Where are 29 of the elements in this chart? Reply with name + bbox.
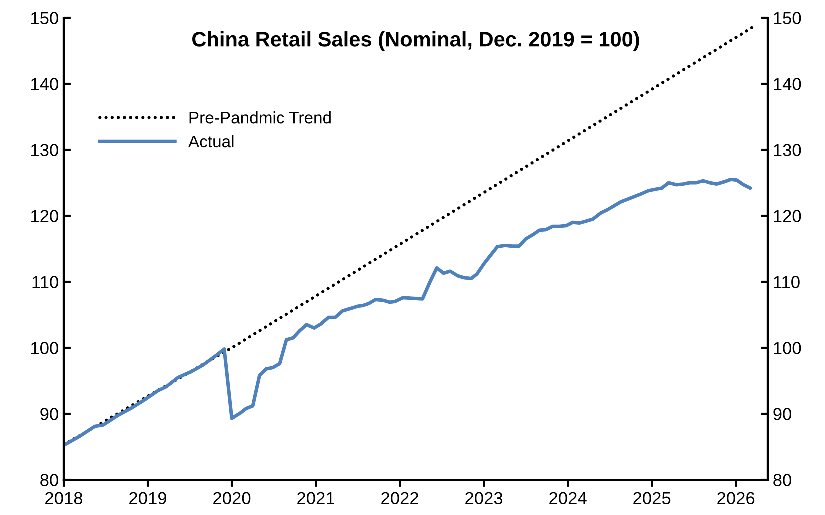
- y-tick-label: 110: [32, 276, 58, 288]
- y-tick-label: 90: [40, 408, 58, 420]
- y2-tick-label: 150: [774, 12, 802, 24]
- x-tick-label: 2026: [718, 492, 755, 505]
- y-tick-label: 130: [32, 144, 58, 156]
- line-series: [64, 178, 752, 447]
- legend-label: Pre-Pandmic Trend: [190, 112, 331, 124]
- x-tick-label: 2020: [214, 492, 251, 505]
- y2-tick-label: 80: [774, 474, 792, 486]
- x-tick-label: 2023: [466, 492, 503, 505]
- y2-tick-label: 140: [774, 78, 802, 90]
- y2-tick-label: 110: [774, 276, 800, 288]
- text: China Retail Sales (Nominal, Dec. 2019 = 100): [192, 32, 640, 51]
- y-tick-label: 80: [40, 474, 58, 486]
- y-tick-label: 120: [32, 210, 58, 222]
- y2-tick-label: 100: [774, 342, 802, 354]
- x-tick-label: 2019: [130, 492, 166, 505]
- y-tick-label: 100: [32, 342, 58, 354]
- x-tick-label: 2021: [298, 492, 334, 505]
- x-tick-label: 2022: [382, 492, 418, 505]
- x-tick-label: 2018: [46, 492, 83, 505]
- y2-tick-label: 120: [774, 210, 802, 222]
- legend-label: Actual: [188, 135, 234, 148]
- x-tick-label: 2025: [634, 492, 671, 505]
- y-tick-label: 150: [32, 12, 58, 24]
- y2-tick-label: 90: [774, 408, 792, 420]
- x-tick-label: 2024: [550, 492, 587, 505]
- y-tick-label: 140: [32, 78, 58, 90]
- y2-tick-label: 130: [774, 144, 802, 156]
